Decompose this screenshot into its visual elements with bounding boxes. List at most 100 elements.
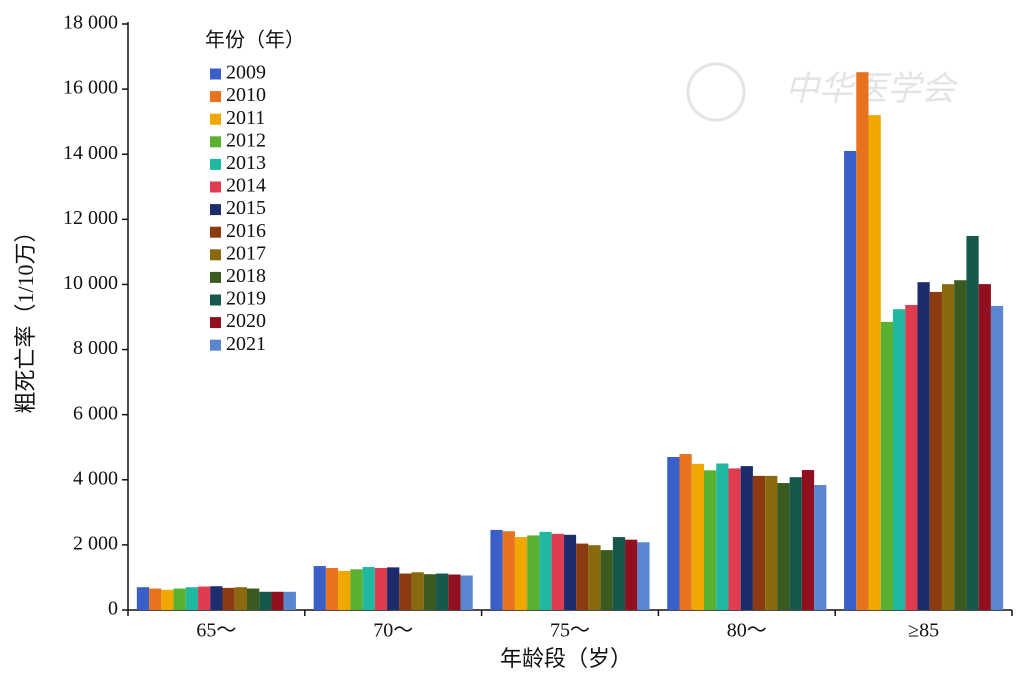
watermark: 中华医学会 bbox=[785, 71, 959, 108]
bar bbox=[338, 570, 351, 610]
bar bbox=[350, 569, 363, 610]
legend-label: 2013 bbox=[226, 152, 266, 174]
legend-swatch bbox=[210, 339, 221, 351]
bar bbox=[387, 567, 400, 610]
bar bbox=[929, 291, 942, 610]
bar bbox=[173, 588, 186, 610]
legend-swatch bbox=[210, 136, 221, 148]
bar bbox=[161, 589, 174, 610]
legend-label: 2018 bbox=[226, 265, 266, 287]
bar bbox=[247, 588, 260, 610]
x-tick-label: 70～ bbox=[373, 620, 413, 642]
bar bbox=[917, 282, 930, 610]
bar bbox=[801, 470, 815, 610]
legend-label: 2011 bbox=[226, 107, 265, 129]
bar bbox=[740, 466, 753, 610]
bar bbox=[374, 568, 388, 610]
bar bbox=[539, 531, 552, 610]
bar bbox=[667, 456, 680, 610]
bar bbox=[185, 587, 199, 610]
legend-swatch bbox=[210, 91, 221, 103]
bar bbox=[149, 588, 162, 610]
bar bbox=[966, 235, 979, 611]
bar bbox=[856, 72, 869, 610]
bar bbox=[978, 284, 991, 610]
legend-label: 2009 bbox=[226, 62, 266, 84]
y-tick-label: 12 000 bbox=[63, 207, 118, 229]
bar bbox=[563, 534, 577, 610]
bar bbox=[283, 591, 296, 610]
bar bbox=[527, 535, 540, 610]
bar bbox=[752, 475, 766, 610]
legend-label: 2010 bbox=[226, 84, 266, 106]
bar bbox=[325, 568, 339, 610]
y-axis-title: 粗死亡率（1/10万） bbox=[13, 220, 38, 413]
bar bbox=[222, 587, 235, 610]
legend-title: 年份（年） bbox=[205, 29, 305, 52]
bar bbox=[362, 567, 375, 610]
legend-label: 2021 bbox=[226, 333, 266, 355]
y-tick-label: 16 000 bbox=[63, 77, 118, 99]
bar bbox=[954, 280, 967, 610]
legend-label: 2015 bbox=[226, 197, 266, 219]
legend-swatch bbox=[210, 181, 221, 193]
bar bbox=[313, 566, 326, 610]
bar bbox=[490, 529, 503, 610]
bar bbox=[941, 284, 955, 610]
legend-swatch bbox=[210, 113, 221, 125]
bar bbox=[868, 115, 881, 611]
x-axis-title: 年龄段（岁） bbox=[500, 646, 632, 671]
bar bbox=[514, 537, 528, 610]
legend-swatch bbox=[210, 226, 221, 238]
bar bbox=[460, 575, 473, 610]
bar bbox=[691, 463, 704, 610]
bar bbox=[612, 537, 626, 610]
legend-swatch bbox=[210, 68, 221, 80]
bar bbox=[905, 304, 918, 610]
bar bbox=[210, 586, 223, 610]
bar bbox=[703, 470, 717, 610]
legend-label: 2012 bbox=[226, 129, 266, 151]
bar bbox=[679, 454, 692, 610]
bar bbox=[271, 591, 284, 610]
bar bbox=[423, 574, 437, 610]
bar bbox=[600, 550, 613, 610]
legend-swatch bbox=[210, 271, 221, 283]
x-tick-label: 80～ bbox=[727, 620, 767, 642]
y-tick-label: 10 000 bbox=[63, 272, 118, 294]
y-tick-label: 0 bbox=[108, 598, 118, 620]
legend-label: 2016 bbox=[226, 220, 266, 242]
y-tick-label: 6 000 bbox=[73, 402, 118, 424]
y-tick-label: 4 000 bbox=[73, 467, 118, 489]
bar bbox=[136, 587, 150, 610]
y-tick-label: 14 000 bbox=[63, 142, 118, 164]
x-tick-label: ≥85 bbox=[908, 620, 939, 642]
bar bbox=[411, 572, 424, 610]
bar bbox=[789, 477, 802, 610]
legend-swatch bbox=[210, 158, 221, 170]
bar bbox=[502, 531, 515, 610]
bar bbox=[448, 574, 461, 610]
bar bbox=[588, 545, 601, 610]
bar bbox=[399, 573, 412, 610]
y-tick-label: 8 000 bbox=[73, 337, 118, 359]
bar bbox=[637, 542, 650, 610]
bar bbox=[765, 475, 778, 610]
legend-label: 2020 bbox=[226, 310, 266, 332]
watermark-seal bbox=[686, 62, 746, 122]
bar bbox=[814, 484, 827, 610]
bar bbox=[436, 573, 449, 610]
bar bbox=[893, 309, 906, 610]
legend-label: 2017 bbox=[226, 242, 266, 264]
bar bbox=[777, 483, 790, 610]
bar bbox=[234, 587, 247, 610]
bar bbox=[625, 539, 638, 610]
legend-swatch bbox=[210, 317, 221, 329]
y-tick-label: 2 000 bbox=[73, 532, 118, 554]
bar bbox=[576, 543, 589, 610]
legend-label: 2019 bbox=[226, 288, 266, 310]
bar bbox=[551, 533, 564, 610]
legend-swatch bbox=[210, 204, 221, 216]
x-tick-label: 75～ bbox=[550, 620, 590, 642]
